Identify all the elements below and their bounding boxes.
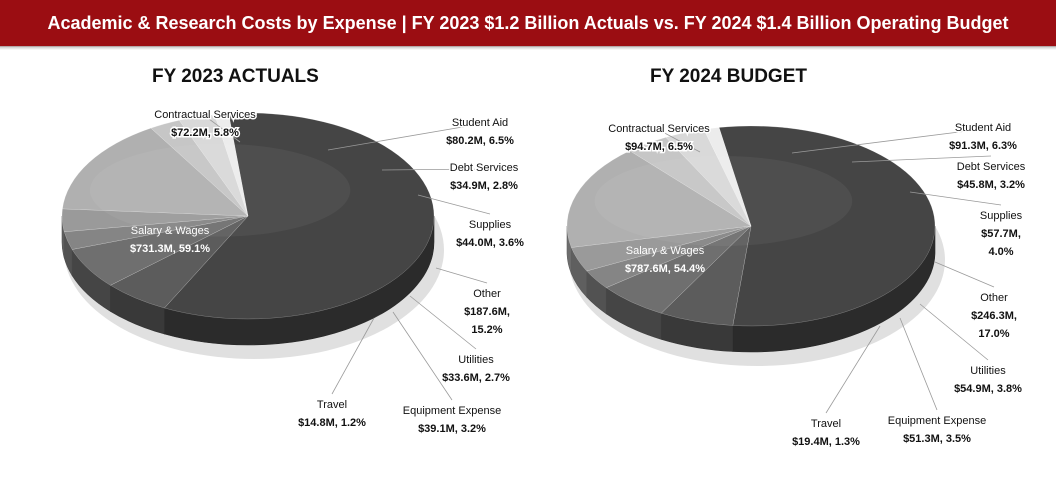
chart-title-fy2024: FY 2024 BUDGET — [650, 66, 807, 87]
slice-label-supplies: Supplies — [469, 219, 512, 231]
leader-line-supplies — [417, 194, 491, 215]
slice-label-student-aid: Student Aid — [955, 122, 1011, 134]
slice-value-supplies: 4.0% — [988, 246, 1013, 258]
pie-slice-salary-and-wages — [718, 125, 936, 327]
slice-value-other: 17.0% — [978, 328, 1009, 340]
pie-slice-student-aid — [71, 215, 249, 286]
pie-gloss — [594, 156, 853, 246]
banner-title: Academic & Research Costs by Expense | F… — [47, 12, 1009, 33]
slice-label-salary-and-wages: Salary & Wages — [626, 245, 705, 257]
pie-slice-travel — [703, 127, 752, 227]
slice-value-student-aid: $91.3M, 6.3% — [949, 140, 1017, 152]
leader-line-equipment-expense — [899, 317, 938, 411]
slice-label-salary-and-wages: Salary & Wages — [131, 225, 210, 237]
slice-value-travel: $19.4M, 1.3% — [792, 436, 860, 448]
slice-label-travel: Travel — [811, 418, 841, 430]
pie-slice-student-aid — [605, 225, 752, 314]
pie-slice-equipment-expense — [178, 114, 249, 217]
pie-top-faces — [566, 125, 936, 327]
slice-value-utilities: $54.9M, 3.8% — [954, 383, 1022, 395]
pie-slice-salary-and-wages — [163, 112, 435, 320]
slice-label-contractual-services: Contractual Services — [154, 109, 256, 121]
pie-slice-utilities — [629, 137, 752, 227]
leader-line-debt-services — [381, 168, 485, 171]
slice-label-contractual-services: Contractual Services — [608, 123, 710, 135]
pie-slice-equipment-expense — [665, 129, 752, 227]
leader-line-travel — [825, 325, 881, 414]
leader-line-utilities — [409, 295, 477, 350]
pie-labels: Salary & Wages $731.3M, 59.1% Contractual … — [130, 108, 526, 437]
pie-chart-fy2023: Salary & Wages $731.3M, 59.1% Contractual … — [61, 108, 526, 437]
leader-line-supplies — [909, 191, 1002, 206]
leader-line-equipment-expense — [392, 311, 453, 401]
slice-value-student-aid: $80.2M, 6.5% — [446, 135, 514, 147]
pie-slice-supplies — [61, 208, 249, 233]
pie-slice-utilities — [150, 120, 249, 217]
leader-line-contractual-services — [658, 129, 701, 153]
slice-value-supplies: $57.7M, — [981, 228, 1021, 240]
slice-label-equipment-expense: Equipment Expense — [403, 405, 501, 417]
slice-value-debt-services: $34.9M, 2.8% — [450, 180, 518, 192]
slice-label-utilities: Utilities — [458, 354, 494, 366]
leader-line-contractual-services — [204, 115, 241, 143]
slice-value-other: 15.2% — [471, 324, 502, 336]
slice-label-supplies: Supplies — [980, 210, 1023, 222]
leader-line-other — [934, 261, 995, 288]
pie-slice-debt-services — [586, 225, 752, 289]
slice-value-travel: $14.8M, 1.2% — [298, 417, 366, 429]
leader-line-utilities — [919, 303, 989, 361]
slice-label-other: Other — [980, 292, 1008, 304]
slice-label-student-aid: Student Aid — [452, 117, 508, 129]
leader-line-debt-services — [851, 155, 992, 163]
pie-slice-other — [566, 150, 752, 248]
pie-slice-contractual-services — [109, 215, 249, 309]
slice-value-debt-services: $45.8M, 3.2% — [957, 179, 1025, 191]
slice-value-supplies: $44.0M, 3.6% — [456, 237, 524, 249]
pie-slice-debt-services — [63, 215, 249, 250]
slice-label-equipment-expense: Equipment Expense — [888, 415, 986, 427]
pie-top-faces — [61, 112, 435, 320]
pie-chart-fy2024: Salary & Wages $787.6M, 54.4% Contractual … — [566, 121, 1027, 450]
slice-label-other: Other — [473, 288, 501, 300]
slice-value-salary-and-wages: $787.6M, 54.4% — [625, 263, 705, 275]
page-banner: Academic & Research Costs by Expense | F… — [0, 0, 1056, 50]
leader-line-student-aid — [791, 128, 984, 154]
slice-label-utilities: Utilities — [970, 365, 1006, 377]
slice-label-travel: Travel — [317, 399, 347, 411]
pie-labels: Salary & Wages $787.6M, 54.4% Contractual … — [607, 121, 1027, 450]
pie-gloss — [89, 143, 351, 237]
chart-title-fy2023: FY 2023 ACTUALS — [152, 66, 319, 87]
slice-value-equipment-expense: $51.3M, 3.5% — [903, 433, 971, 445]
slice-label-debt-services: Debt Services — [450, 162, 519, 174]
slice-value-contractual-services: $72.2M, 5.8% — [171, 127, 239, 139]
pie-side-walls — [61, 215, 435, 346]
slice-value-other: $246.3M, — [971, 310, 1017, 322]
slice-value-other: $187.6M, — [464, 306, 510, 318]
pie-slice-contractual-services — [660, 225, 752, 326]
pie-slice-supplies — [570, 225, 752, 272]
pie-slice-travel — [214, 113, 249, 217]
slice-label-debt-services: Debt Services — [957, 161, 1026, 173]
slice-value-contractual-services: $94.7M, 6.5% — [625, 141, 693, 153]
leader-line-other — [435, 267, 488, 284]
leader-line-travel — [331, 317, 375, 395]
slice-value-utilities: $33.6M, 2.7% — [442, 372, 510, 384]
leader-line-student-aid — [327, 123, 481, 151]
pie-slice-other — [62, 127, 249, 217]
slice-value-equipment-expense: $39.1M, 3.2% — [418, 423, 486, 435]
slice-value-salary-and-wages: $731.3M, 59.1% — [130, 243, 210, 255]
pie-side-walls — [566, 225, 936, 353]
